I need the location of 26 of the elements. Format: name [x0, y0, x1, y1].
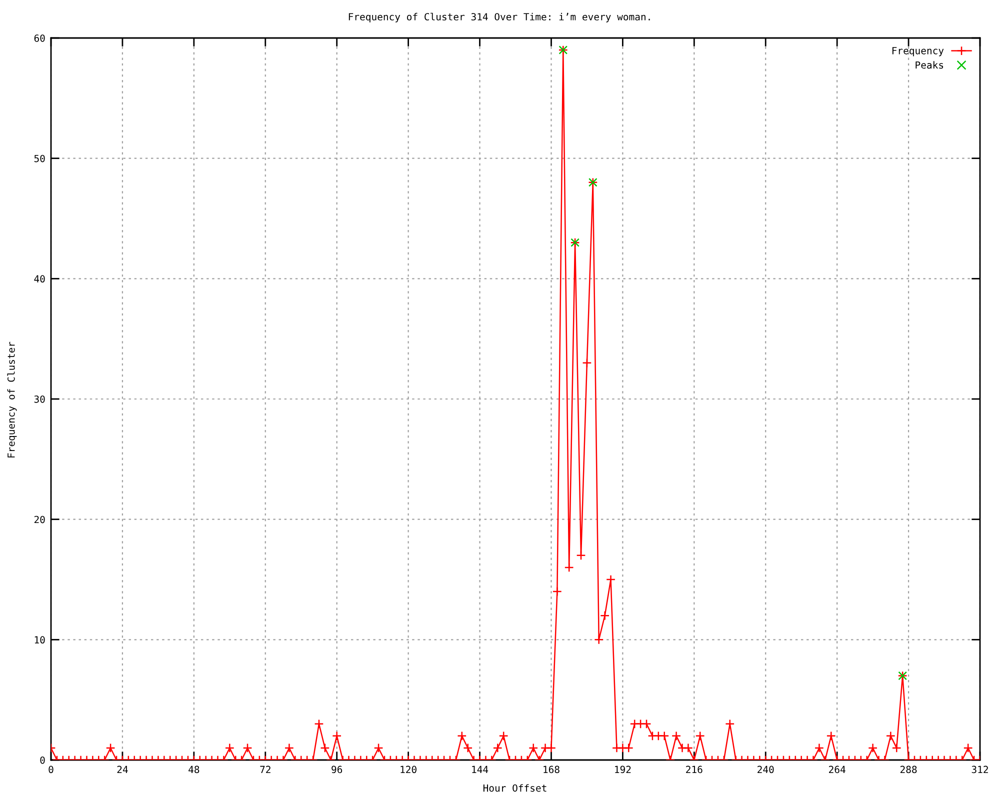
x-tick-label: 48 [188, 766, 200, 774]
x-tick-label: 312 [972, 766, 988, 774]
x-tick-label: 72 [260, 766, 270, 773]
x-tick-label: 0 [48, 766, 54, 774]
x-tick-label: 120 [400, 766, 416, 774]
y-axis-title: Frequency of Cluster [7, 342, 17, 458]
x-axis-title: Hour Offset [483, 784, 546, 792]
y-tick-label: 0 [40, 756, 45, 764]
legend-label: Peaks [916, 61, 944, 69]
y-tick-label: 50 [34, 154, 45, 162]
x-tick-label: 264 [829, 766, 846, 774]
x-tick-label: 240 [758, 766, 774, 774]
y-tick-label: 30 [34, 396, 45, 403]
x-tick-label: 192 [615, 766, 631, 774]
x-tick-label: 96 [332, 766, 342, 774]
legend-label: Frequency [892, 47, 944, 56]
y-tick-label: 10 [34, 636, 45, 644]
x-tick-label: 216 [686, 766, 702, 774]
x-tick-label: 168 [544, 766, 560, 774]
x-tick-label: 144 [472, 766, 488, 773]
x-tick-label: 24 [117, 766, 128, 773]
x-tick-label: 288 [900, 766, 917, 774]
y-tick-label: 60 [34, 34, 45, 42]
chart-title: Frequency of Cluster 314 Over Time: i’m every woman. [348, 12, 650, 22]
y-tick-label: 40 [34, 275, 45, 283]
y-tick-label: 20 [34, 516, 45, 524]
